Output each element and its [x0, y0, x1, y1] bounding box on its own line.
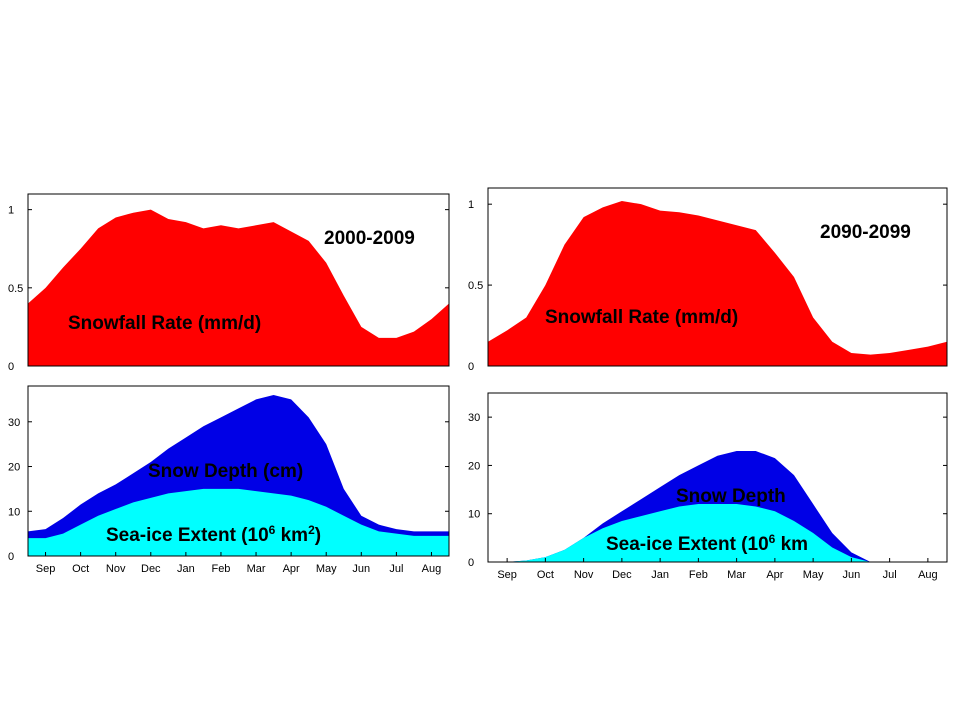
depth-2090-month-label: Aug: [918, 569, 938, 581]
depth-2090-ytick-label: 10: [468, 509, 480, 521]
depth-2090-month-label: Mar: [727, 569, 746, 581]
snowfall-2090-ytick-label: 0.5: [468, 280, 483, 292]
snow-depth-label-2000: Snow Depth (cm): [148, 461, 303, 482]
depth-2000-month-label: Aug: [422, 563, 442, 575]
sea-ice-label-2090-exp: 6: [769, 532, 776, 546]
sea-ice-label-2000-b: km: [275, 525, 308, 546]
depth-2090-month-label: Dec: [612, 569, 632, 581]
snowfall-2000-area-series-0: [28, 209, 449, 366]
depth-2000-plot-frame: [27, 385, 450, 557]
depth-2090-area-series-1: [488, 504, 947, 562]
sea-ice-label-2000-a: Sea-ice Extent (10: [106, 525, 269, 546]
sea-ice-label-2090: Sea-ice Extent (106 km: [606, 532, 808, 555]
sea-ice-label-2090-a: Sea-ice Extent (10: [606, 534, 769, 555]
snowfall-2000-ytick-label: 0: [8, 361, 14, 373]
sea-ice-label-2000-c: ): [315, 525, 321, 546]
depth-2090-ytick-label: 0: [468, 557, 474, 569]
depth-2000-month-label: Apr: [283, 563, 300, 575]
snow-depth-label-2090: Snow Depth: [676, 486, 786, 507]
depth-2000-month-label: Jan: [177, 563, 195, 575]
depth-2000-month-label: Dec: [141, 563, 161, 575]
depth-2090-month-label: Feb: [689, 569, 708, 581]
snowfall-2000-ytick-label: 1: [8, 205, 14, 217]
depth-2090-month-label: Nov: [574, 569, 594, 581]
depth-2000-month-label: Feb: [211, 563, 230, 575]
snowfall-2090-ytick-label: 0: [468, 361, 474, 373]
period-label-2090: 2090-2099: [820, 222, 911, 243]
depth-2090-month-label: Oct: [537, 569, 554, 581]
snowfall-label-2090: Snowfall Rate (mm/d): [545, 307, 738, 328]
depth-2090-plot-frame: [487, 392, 948, 563]
snowfall-label-2000: Snowfall Rate (mm/d): [68, 313, 261, 334]
depth-2090-month-label: Jan: [651, 569, 669, 581]
depth-2000-ytick-label: 10: [8, 506, 20, 518]
depth-2000-ytick-label: 20: [8, 462, 20, 474]
depth-2090-month-label: Jun: [843, 569, 861, 581]
depth-2090-ytick-label: 20: [468, 460, 480, 472]
depth-2000-ytick-label: 0: [8, 551, 14, 563]
depth-2090-month-label: Jul: [883, 569, 897, 581]
snowfall-2090-panel: 00.51: [468, 187, 948, 373]
snowfall-2000-panel: 00.51: [8, 193, 450, 373]
depth-2090-month-label: Apr: [766, 569, 783, 581]
depth-2000-month-label: Oct: [72, 563, 89, 575]
sea-ice-label-2000-exp: 6: [269, 523, 276, 537]
snowfall-2090-plot-frame: [487, 187, 948, 367]
depth-2000-area-series-1: [28, 488, 449, 556]
snowfall-2000-plot-frame: [27, 193, 450, 367]
snowfall-2000-ytick-label: 0.5: [8, 283, 23, 295]
sea-ice-label-2000-exp2: 2: [308, 523, 315, 537]
sea-ice-label-2000: Sea-ice Extent (106 km2): [106, 523, 321, 546]
snowfall-2090-ytick-label: 1: [468, 199, 474, 211]
period-label-2000: 2000-2009: [324, 228, 415, 249]
snowfall-2090-area-series-0: [488, 200, 947, 366]
depth-2090-month-label: May: [803, 569, 824, 581]
depth-2090-panel: 0 10 20 30 Sep Oct Nov Dec Jan Feb Mar Apr May Jun Jul…: [468, 392, 948, 581]
depth-2000-month-label: Mar: [247, 563, 266, 575]
depth-2000-panel: 0 10 20 30 Sep Oct Nov Dec Jan Feb Mar Apr May Jun Jul…: [8, 385, 450, 575]
depth-2000-month-label: Jul: [389, 563, 403, 575]
depth-2090-ytick-label: 30: [468, 412, 480, 424]
depth-2000-ytick-label: 30: [8, 417, 20, 429]
depth-2000-month-label: Sep: [36, 563, 56, 575]
depth-2090-month-label: Sep: [497, 569, 517, 581]
sea-ice-label-2090-b: km: [775, 534, 808, 555]
depth-2000-month-label: Jun: [352, 563, 370, 575]
depth-2000-month-label: May: [316, 563, 337, 575]
depth-2000-month-label: Nov: [106, 563, 126, 575]
